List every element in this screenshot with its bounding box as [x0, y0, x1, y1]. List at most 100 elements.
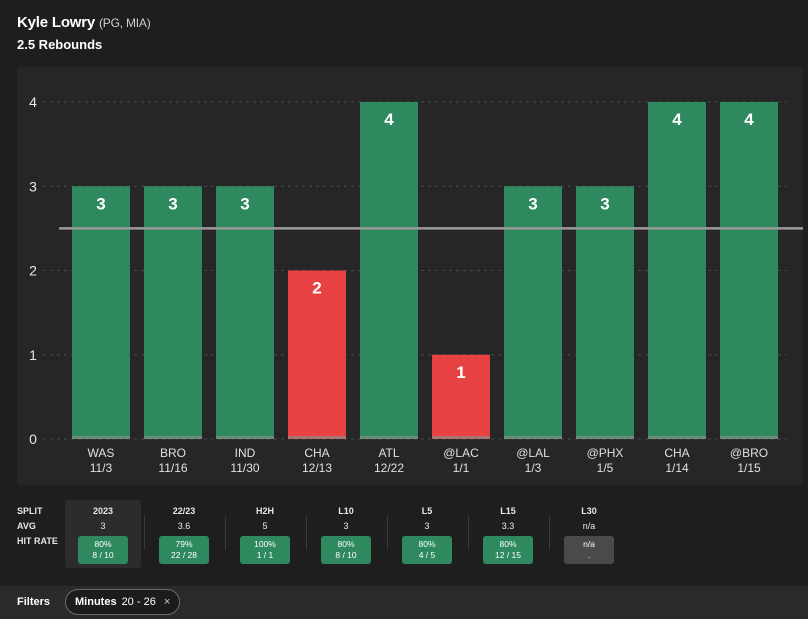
- split-avg: n/a: [582, 521, 596, 531]
- hit-rate-percent: 100%: [254, 539, 276, 549]
- split-column[interactable]: 22/23 3.6 79% 22 / 28: [146, 500, 222, 568]
- hit-rate-fraction: 12 / 15: [495, 550, 521, 560]
- hit-rate-badge: 80% 8 / 10: [78, 536, 128, 564]
- split-avg: 5: [262, 521, 268, 531]
- bar: [648, 102, 706, 439]
- x-tick-date: 1/14: [665, 461, 689, 475]
- split-name: L5: [421, 506, 433, 516]
- hit-rate-badge: 80% 4 / 5: [402, 536, 452, 564]
- x-tick-date: 12/13: [302, 461, 332, 475]
- bar: [360, 102, 418, 439]
- row-label-avg: AVG: [17, 521, 36, 531]
- x-tick-opponent: ATL: [378, 446, 399, 460]
- y-tick-label: 3: [29, 178, 37, 194]
- y-tick-label: 4: [29, 94, 37, 110]
- split-column[interactable]: H2H 5 100% 1 / 1: [227, 500, 303, 568]
- hit-rate-badge: 100% 1 / 1: [240, 536, 290, 564]
- bar-base: [360, 436, 418, 439]
- chart-panel: 0 1 2 3 4 3 WAS 11/3 3 BRO 11/16 3 IND 11/30 2 CHA 12/13…: [17, 67, 803, 485]
- split-name: 2023: [92, 506, 114, 516]
- split-divider: [468, 516, 469, 550]
- bar: [432, 354, 490, 439]
- hit-rate-percent: 80%: [418, 539, 436, 549]
- split-avg: 3: [100, 521, 106, 531]
- x-tick-opponent: @LAC: [443, 446, 479, 460]
- y-tick-label: 0: [29, 431, 37, 447]
- x-tick-opponent: @LAL: [516, 446, 550, 460]
- x-tick-date: 1/15: [737, 461, 761, 475]
- row-label-hit-rate: HIT RATE: [17, 536, 58, 546]
- split-avg: 3.6: [177, 521, 191, 531]
- hit-rate-badge: 80% 8 / 10: [321, 536, 371, 564]
- bar-value-label: 3: [528, 194, 537, 213]
- x-tick-date: 11/16: [158, 461, 187, 475]
- hit-rate-fraction: 8 / 10: [92, 550, 114, 560]
- x-tick-opponent: @PHX: [587, 446, 624, 460]
- split-name: L10: [338, 506, 354, 516]
- rebounds-bar-chart: 012343WAS11/33BRO11/163IND11/302CHA12/13…: [29, 94, 803, 475]
- bar: [504, 186, 562, 439]
- close-icon[interactable]: ×: [163, 596, 171, 608]
- x-tick-opponent: CHA: [304, 446, 329, 460]
- split-column[interactable]: L15 3.3 80% 12 / 15: [470, 500, 546, 568]
- x-tick-opponent: WAS: [88, 446, 115, 460]
- splits-row-labels: SPLIT AVG HIT RATE: [17, 500, 58, 549]
- split-divider: [387, 516, 388, 550]
- bar-base: [216, 436, 274, 439]
- split-avg: 3: [424, 521, 430, 531]
- split-name: H2H: [255, 506, 274, 516]
- player-name: Kyle Lowry: [17, 14, 96, 31]
- y-tick-label: 1: [29, 347, 37, 363]
- hit-rate-fraction: 22 / 28: [171, 550, 197, 560]
- bar-base: [432, 436, 490, 439]
- bar-base: [144, 436, 202, 439]
- hit-rate-badge: n/a.: [564, 536, 614, 564]
- hit-rate-fraction: 4 / 5: [418, 550, 436, 560]
- player-header: Kyle Lowry (PG, MIA) 2.5 Rebounds: [17, 14, 151, 52]
- minutes-filter-chip[interactable]: Minutes 20 - 26 ×: [65, 589, 181, 615]
- bar-value-label: 3: [96, 194, 105, 213]
- prop-line: 2.5 Rebounds: [17, 37, 103, 52]
- split-avg: 3.3: [501, 521, 515, 531]
- split-column[interactable]: L10 3 80% 8 / 10: [308, 500, 384, 568]
- bar-value-label: 2: [312, 279, 321, 298]
- bar-value-label: 4: [744, 110, 754, 129]
- bar: [288, 270, 346, 439]
- chip-value: 20 - 26: [121, 596, 156, 608]
- hit-rate-percent: 80%: [94, 539, 112, 549]
- x-tick-opponent: IND: [235, 446, 256, 460]
- bar-value-label: 1: [456, 363, 465, 382]
- hit-rate-percent: 79%: [175, 539, 193, 549]
- player-meta: (PG, MIA): [99, 16, 151, 30]
- split-column[interactable]: L5 3 80% 4 / 5: [389, 500, 465, 568]
- bar: [720, 102, 778, 439]
- bar-base: [720, 436, 778, 439]
- x-tick-date: 11/3: [90, 461, 113, 475]
- player-title: Kyle Lowry (PG, MIA): [17, 14, 151, 31]
- bar-value-label: 3: [600, 194, 609, 213]
- bar: [216, 186, 274, 439]
- x-tick-date: 1/3: [525, 461, 542, 475]
- hit-rate-fraction: .: [587, 550, 591, 560]
- split-divider: [225, 516, 226, 550]
- splits-table: SPLIT AVG HIT RATE 2023 3 80% 8 / 10 22/23 3.…: [0, 500, 808, 576]
- hit-rate-fraction: 1 / 1: [256, 550, 274, 560]
- filters-label: Filters: [17, 596, 51, 608]
- bar-base: [504, 436, 562, 439]
- hit-rate-badge: 80% 12 / 15: [483, 536, 533, 564]
- bar-base: [72, 436, 130, 439]
- bar-base: [288, 436, 346, 439]
- bar: [144, 186, 202, 439]
- x-tick-opponent: @BRO: [730, 446, 768, 460]
- x-tick-opponent: BRO: [160, 446, 186, 460]
- bar: [576, 186, 634, 439]
- bar-value-label: 4: [384, 110, 394, 129]
- split-name: L30: [581, 506, 597, 516]
- split-divider: [144, 516, 145, 550]
- split-column[interactable]: L30 n/a n/a.: [551, 500, 627, 568]
- filters-bar: Filters Minutes 20 - 26 ×: [0, 586, 808, 619]
- bar: [72, 186, 130, 439]
- hit-rate-percent: 80%: [337, 539, 355, 549]
- split-name: 22/23: [172, 506, 196, 516]
- split-column[interactable]: 2023 3 80% 8 / 10: [65, 500, 141, 568]
